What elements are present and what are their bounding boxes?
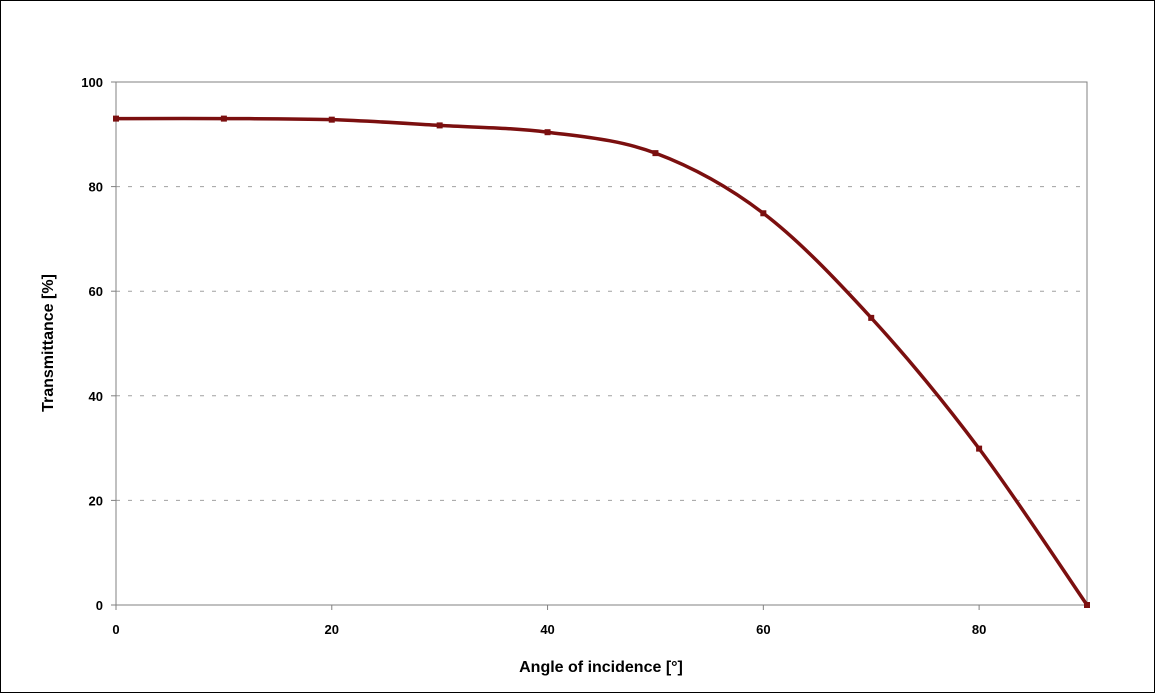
plot-area [115, 81, 1088, 606]
data-point-20 [328, 116, 335, 123]
y-tick-label: 20 [89, 493, 103, 508]
x-tick-label: 40 [540, 622, 554, 637]
data-point-60 [760, 210, 767, 217]
x-tick-label: 60 [756, 622, 770, 637]
y-tick-label: 80 [89, 180, 103, 195]
y-tick-label: 60 [89, 284, 103, 299]
y-tick-label: 40 [89, 389, 103, 404]
data-point-50 [652, 150, 659, 157]
data-point-0 [113, 115, 119, 122]
data-point-30 [436, 122, 443, 129]
x-tick-label: 80 [972, 622, 986, 637]
series-line-0 [114, 116, 1089, 607]
x-axis-title: Angle of incidence [°] [519, 659, 683, 676]
ticks-layer: 0 20 40 60 80 100 0 20 40 60 80 [81, 75, 986, 637]
x-tick-label: 20 [325, 622, 339, 637]
grid-layer [116, 186, 1087, 501]
data-point-80 [976, 445, 983, 452]
data-point-10 [220, 115, 227, 122]
y-tick-label: 100 [81, 75, 103, 90]
data-point-90 [1084, 602, 1090, 608]
data-point-70 [868, 314, 875, 321]
y-axis-title: Transmittance [%] [40, 274, 57, 412]
data-point-40 [544, 129, 551, 136]
x-tick-label: 0 [112, 622, 119, 637]
series-layer [113, 115, 1090, 608]
y-tick-label: 0 [96, 598, 103, 613]
